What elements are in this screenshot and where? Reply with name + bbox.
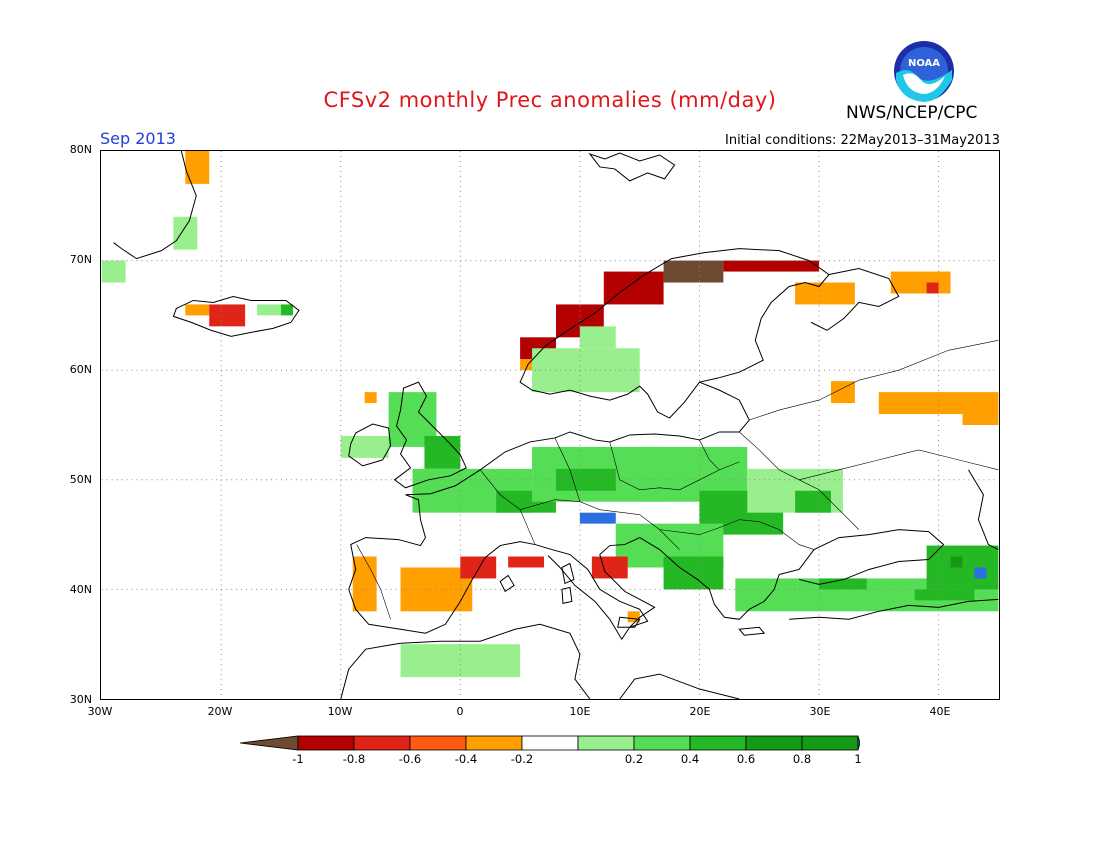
anomaly-cell-5 <box>257 304 281 316</box>
anomaly-cell-4 <box>209 304 246 327</box>
map-title: CFSv2 monthly Prec anomalies (mm/day) <box>323 88 777 112</box>
lat-label-70n: 70N <box>69 253 92 266</box>
scale-swatch-9 <box>801 735 859 751</box>
anomaly-cell-24 <box>364 392 377 404</box>
anomaly-cell-40 <box>950 556 963 568</box>
lat-label-60n: 60N <box>69 363 92 376</box>
anomaly-cell-20 <box>962 403 999 425</box>
scale-arrow-high <box>857 735 860 751</box>
anomaly-cell-41 <box>974 567 987 579</box>
lon-label-0: 0 <box>456 705 464 718</box>
scale-label: 0.6 <box>736 752 756 766</box>
scale-label: -0.2 <box>510 752 534 766</box>
color-scale-bar <box>240 735 860 751</box>
anomaly-cell-47 <box>591 556 628 579</box>
anomaly-cell-11 <box>723 260 820 272</box>
anomaly-cell-38 <box>914 589 975 601</box>
scale-swatch-6 <box>633 735 691 751</box>
scale-label: 0.2 <box>624 752 644 766</box>
anomaly-cell-45 <box>460 556 497 579</box>
lat-label-50n: 50N <box>69 473 92 486</box>
anomaly-cell-46 <box>508 556 545 568</box>
scale-swatch-1 <box>353 735 411 751</box>
anomaly-cell-17 <box>926 282 939 294</box>
country-borders <box>356 340 999 620</box>
anomaly-cell-29 <box>579 512 616 524</box>
anomaly-cell-2 <box>173 216 198 250</box>
scale-label: -0.6 <box>398 752 422 766</box>
lat-label-30n: 30N <box>69 693 92 706</box>
anomaly-cell-3 <box>185 304 210 316</box>
scale-label: 1 <box>854 752 862 766</box>
scale-swatch-0 <box>297 735 355 751</box>
lat-label-80n: 80N <box>69 143 92 156</box>
anomaly-cell-22 <box>424 435 461 469</box>
anomaly-cell-23 <box>340 435 389 458</box>
scale-swatch-5 <box>577 735 635 751</box>
lon-label-20w: 20W <box>207 705 233 718</box>
lon-label-20e: 20E <box>689 705 711 718</box>
lon-label-40e: 40E <box>929 705 951 718</box>
anomaly-cell-18 <box>830 381 855 404</box>
lat-label-40n: 40N <box>69 583 92 596</box>
anomaly-cell-1 <box>101 260 126 283</box>
europe-map <box>100 150 1000 700</box>
scale-swatch-4 <box>521 735 579 751</box>
initial-conditions: Initial conditions: 22May2013–31May2013 <box>725 133 1000 148</box>
scale-label: -0.8 <box>342 752 366 766</box>
coastlines <box>113 151 999 699</box>
anomaly-cell-10 <box>663 260 724 283</box>
graticule <box>101 151 999 699</box>
anomaly-cell-0 <box>185 151 210 184</box>
anomaly-cell-15 <box>795 282 855 305</box>
anomaly-cell-48 <box>627 611 640 623</box>
scale-swatch-2 <box>409 735 467 751</box>
svg-text:NOAA: NOAA <box>908 58 940 69</box>
anomaly-cell-42 <box>400 644 521 678</box>
anomaly-cell-16 <box>890 271 951 294</box>
scale-swatch-7 <box>689 735 747 751</box>
lon-label-30w: 30W <box>87 705 113 718</box>
lon-label-30e: 30E <box>809 705 831 718</box>
agency-label: NWS/NCEP/CPC <box>846 103 978 123</box>
forecast-month: Sep 2013 <box>100 129 176 148</box>
anomaly-cell-43 <box>352 556 377 612</box>
scale-swatch-3 <box>465 735 523 751</box>
noaa-logo: NOAA <box>894 41 954 102</box>
lon-label-10w: 10W <box>327 705 353 718</box>
scale-label: -1 <box>292 752 304 766</box>
anomaly-cell-33 <box>795 490 831 513</box>
scale-swatch-8 <box>745 735 803 751</box>
scale-label: 0.8 <box>792 752 812 766</box>
lon-label-10e: 10E <box>569 705 591 718</box>
scale-arrow-low <box>240 735 299 751</box>
scale-label: 0.4 <box>680 752 700 766</box>
scale-label: -0.4 <box>454 752 478 766</box>
anomaly-cells <box>101 151 999 678</box>
anomaly-cell-37 <box>819 578 867 590</box>
anomaly-cell-9 <box>603 271 664 305</box>
anomaly-cell-6 <box>280 304 293 316</box>
anomaly-cell-14 <box>579 326 616 349</box>
